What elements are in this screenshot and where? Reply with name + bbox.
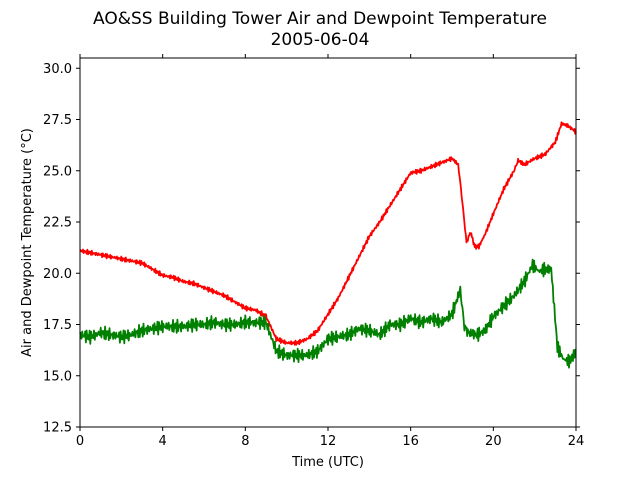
y-axis: 12.5 15.0 17.5 20.0 22.5 25.0 27.5 30.0 (43, 62, 580, 436)
series-line-2 (79, 258, 577, 369)
x-axis-label: Time (UTC) (291, 455, 364, 470)
y-tick-label: 20.0 (43, 267, 72, 282)
y-tick-label: 15.0 (43, 369, 72, 384)
y-tick-label: 12.5 (43, 421, 72, 436)
chart-subtitle: 2005-06-04 (271, 30, 370, 50)
chart-title: AO&SS Building Tower Air and Dewpoint Te… (93, 9, 547, 29)
y-tick-label: 22.5 (43, 216, 72, 231)
y-tick-label: 27.5 (43, 113, 72, 128)
x-tick-label: 12 (320, 434, 337, 449)
series-line-1 (79, 121, 577, 346)
x-tick-label: 4 (159, 434, 167, 449)
y-tick-label: 17.5 (43, 318, 72, 333)
series-layer (79, 121, 577, 369)
x-tick-label: 8 (241, 434, 249, 449)
x-tick-label: 20 (485, 434, 502, 449)
y-tick-label: 25.0 (43, 164, 72, 179)
x-tick-label: 24 (568, 434, 585, 449)
y-axis-label: Air and Dewpoint Temperature (°C) (20, 128, 35, 357)
y-tick-label: 30.0 (43, 62, 72, 77)
x-tick-label: 0 (76, 434, 84, 449)
plot-frame (79, 57, 577, 428)
x-tick-label: 16 (402, 434, 419, 449)
x-axis: 0 4 8 12 16 20 24 (76, 54, 584, 449)
